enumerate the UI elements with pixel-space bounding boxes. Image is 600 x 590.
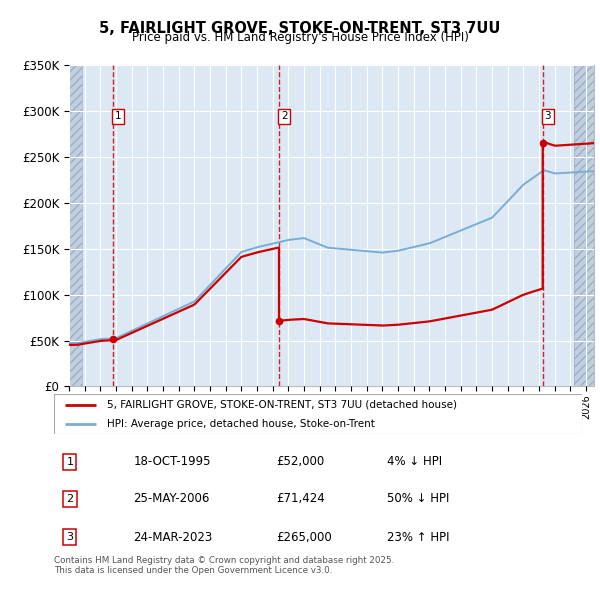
Bar — [69, 65, 82, 386]
Bar — [574, 65, 594, 386]
Text: 24-MAR-2023: 24-MAR-2023 — [133, 530, 212, 543]
Text: 50% ↓ HPI: 50% ↓ HPI — [386, 493, 449, 506]
Bar — [69, 65, 82, 386]
Text: Price paid vs. HM Land Registry's House Price Index (HPI): Price paid vs. HM Land Registry's House … — [131, 31, 469, 44]
Text: 3: 3 — [545, 112, 551, 122]
Text: £265,000: £265,000 — [276, 530, 332, 543]
Text: 2: 2 — [66, 494, 73, 504]
Text: 1: 1 — [67, 457, 73, 467]
Bar — [574, 65, 594, 386]
Text: 2: 2 — [281, 112, 287, 122]
Text: 18-OCT-1995: 18-OCT-1995 — [133, 455, 211, 468]
Text: 23% ↑ HPI: 23% ↑ HPI — [386, 530, 449, 543]
Text: Contains HM Land Registry data © Crown copyright and database right 2025.
This d: Contains HM Land Registry data © Crown c… — [54, 556, 394, 575]
Text: 1: 1 — [115, 112, 121, 122]
Text: 25-MAY-2006: 25-MAY-2006 — [133, 493, 209, 506]
Text: 4% ↓ HPI: 4% ↓ HPI — [386, 455, 442, 468]
Text: 3: 3 — [67, 532, 73, 542]
Text: £52,000: £52,000 — [276, 455, 324, 468]
Text: 5, FAIRLIGHT GROVE, STOKE-ON-TRENT, ST3 7UU (detached house): 5, FAIRLIGHT GROVE, STOKE-ON-TRENT, ST3 … — [107, 400, 457, 410]
Text: HPI: Average price, detached house, Stoke-on-Trent: HPI: Average price, detached house, Stok… — [107, 419, 374, 428]
Text: £71,424: £71,424 — [276, 493, 325, 506]
Text: 5, FAIRLIGHT GROVE, STOKE-ON-TRENT, ST3 7UU: 5, FAIRLIGHT GROVE, STOKE-ON-TRENT, ST3 … — [100, 21, 500, 35]
